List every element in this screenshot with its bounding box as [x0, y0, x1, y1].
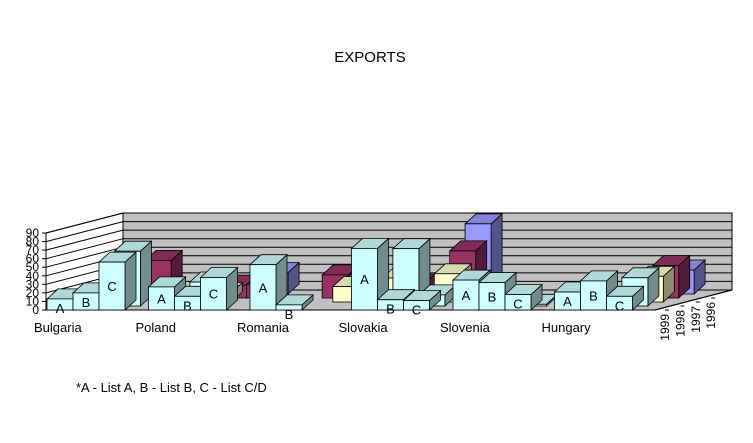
- y-tick-label: 90: [26, 226, 40, 240]
- x-category-label: Poland: [136, 320, 176, 335]
- depth-axis-label: 1997: [689, 306, 703, 333]
- y-tick-label: 10: [26, 294, 40, 308]
- depth-axis-label: 1999: [658, 314, 672, 341]
- chart-text: EXPORTS *A - List A, B - List B, C - Lis…: [26, 49, 719, 395]
- chart-title: EXPORTS: [334, 49, 405, 66]
- x-category-label: Romania: [237, 320, 290, 335]
- bar-front: [580, 280, 607, 311]
- bar-list-label: C: [412, 303, 421, 318]
- bar-list-label: B: [386, 302, 395, 317]
- y-tick-label: 70: [26, 243, 40, 257]
- bar-list-label: C: [107, 279, 116, 294]
- y-tick-label: 20: [26, 286, 40, 300]
- bar-list-label: C: [513, 297, 522, 312]
- bar-list-label: A: [259, 280, 268, 295]
- bar-front: [351, 247, 378, 311]
- bar-list-label: B: [589, 288, 598, 303]
- bar-front: [504, 294, 532, 311]
- y-tick-label: 80: [26, 235, 40, 249]
- depth-axis-label: 1998: [673, 310, 687, 337]
- bar-front: [478, 282, 506, 311]
- bar-list-label: B: [183, 298, 192, 313]
- gridline: [45, 212, 732, 234]
- bar-list-label: A: [360, 272, 369, 287]
- bar-front: [452, 279, 480, 311]
- chart-bars: A B C A B C A B A B C A B C A B C: [45, 212, 707, 322]
- bar-list-label: C: [209, 287, 218, 302]
- gridline: [45, 238, 732, 260]
- x-category-label: Bulgaria: [34, 320, 82, 335]
- bar-front: [275, 304, 303, 311]
- x-category-label: Slovakia: [339, 320, 389, 335]
- bar-front: [98, 261, 126, 311]
- gridline: [45, 221, 732, 243]
- depth-axis-line: [654, 289, 733, 311]
- bar-front: [403, 300, 430, 311]
- gridline: [45, 229, 732, 251]
- bar-front: [249, 264, 277, 311]
- bar-list-label: A: [563, 294, 572, 309]
- bar-list-label: B: [82, 295, 91, 310]
- bar-front: [606, 295, 633, 311]
- y-tick-label: 50: [26, 260, 40, 274]
- x-category-label: Hungary: [542, 320, 592, 335]
- bar-list-label: B: [488, 289, 497, 304]
- chart-footnote: *A - List A, B - List B, C - List C/D: [76, 380, 267, 395]
- y-tick-label: 0: [32, 303, 39, 317]
- y-tick-label: 30: [26, 277, 40, 291]
- y-tick-label: 60: [26, 252, 40, 266]
- x-category-label: Slovenia: [440, 320, 491, 335]
- bar-list-label: A: [56, 301, 65, 316]
- bar-list-label: A: [462, 288, 471, 303]
- bar-list-label: B: [285, 307, 294, 322]
- bar-list-label: C: [615, 298, 624, 313]
- bar-list-label: A: [157, 291, 166, 306]
- depth-axis-label: 1996: [704, 302, 718, 329]
- bar-front: [200, 277, 227, 311]
- y-tick-label: 40: [26, 269, 40, 283]
